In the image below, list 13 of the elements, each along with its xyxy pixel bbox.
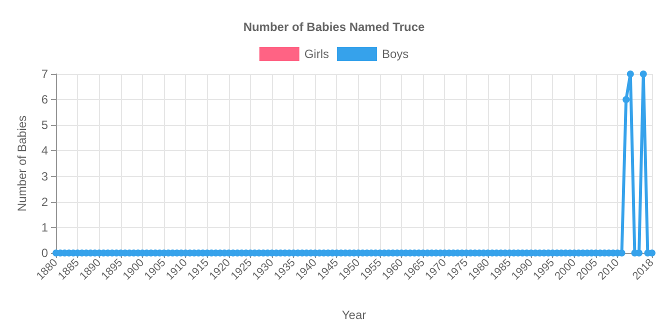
- y-tick-label: 5: [41, 118, 48, 132]
- y-tick-label: 0: [41, 246, 48, 260]
- x-axis-title: Year: [342, 308, 366, 322]
- legend-label: Boys: [382, 47, 409, 61]
- y-tick-label: 3: [41, 169, 48, 184]
- y-tick-label: 4: [41, 144, 48, 158]
- y-tick-label: 1: [41, 220, 48, 234]
- y-axis-title: Number of Babies: [15, 115, 29, 212]
- legend-label: Girls: [304, 47, 329, 61]
- chart-title: Number of Babies Named Truce: [243, 20, 426, 34]
- y-tick-label: 7: [41, 67, 48, 81]
- y-tick-label: 6: [41, 92, 48, 107]
- y-tick-label: 2: [41, 194, 48, 209]
